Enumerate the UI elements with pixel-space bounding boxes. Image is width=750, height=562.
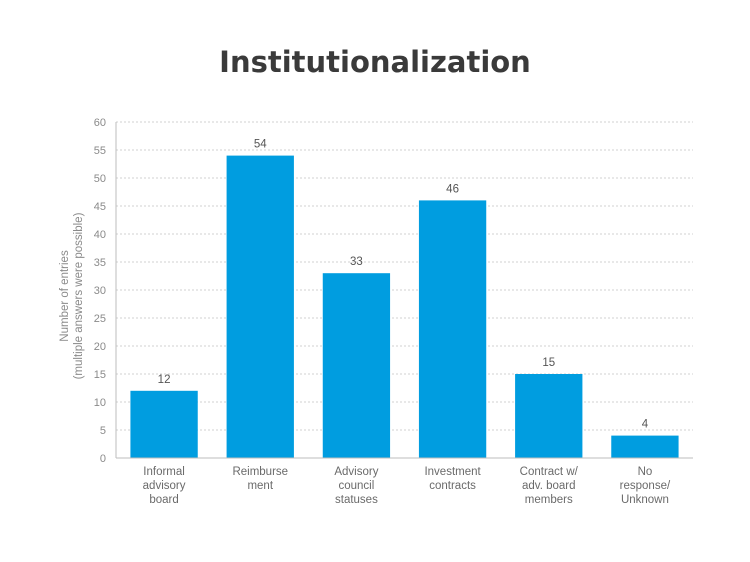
x-category-label: statuses [335, 494, 378, 506]
data-label: 15 [542, 357, 555, 369]
x-category-label: Investment [424, 466, 481, 478]
data-label: 54 [254, 139, 267, 151]
y-axis-label-line-1: Number of entries [59, 250, 71, 342]
y-tick-label: 40 [94, 229, 106, 241]
bar [322, 273, 391, 458]
x-category-label: ment [247, 480, 273, 492]
bar [515, 374, 583, 458]
x-category-label: advisory [143, 480, 186, 492]
y-tick-label: 0 [100, 453, 106, 465]
x-category-label: Reimburse [232, 466, 288, 478]
y-tick-label: 30 [94, 285, 106, 297]
y-tick-label: 5 [100, 425, 106, 437]
bar [130, 390, 198, 458]
x-category-label: board [149, 494, 178, 506]
y-tick-label: 35 [94, 257, 106, 269]
y-axis-ticks: 0 5 10 15 20 25 30 35 40 45 50 55 60 [94, 117, 106, 465]
bar [226, 155, 294, 458]
x-category-label: Contract w/ [520, 466, 579, 478]
y-tick-label: 15 [94, 369, 106, 381]
x-axis-categories: Informal advisory board Reimburse ment Adviso… [143, 466, 671, 506]
x-category-label: Informal [143, 466, 185, 478]
x-category-label: No [638, 466, 653, 478]
bar [611, 435, 679, 458]
x-category-label: council [339, 480, 375, 492]
y-tick-label: 55 [94, 145, 106, 157]
gridlines [116, 121, 693, 431]
y-tick-label: 10 [94, 397, 106, 409]
x-category-label: members [525, 494, 573, 506]
y-tick-label: 50 [94, 173, 106, 185]
y-tick-label: 20 [94, 341, 106, 353]
x-category-label: contracts [429, 480, 476, 492]
y-tick-label: 60 [94, 117, 106, 129]
bar [418, 200, 487, 458]
y-axis-label-line-2: (multiple answers were possible) [73, 212, 85, 379]
data-label: 33 [350, 256, 363, 268]
data-labels: 12 54 33 46 15 4 [158, 139, 649, 431]
data-label: 46 [446, 183, 459, 195]
data-label: 4 [642, 419, 649, 431]
data-label: 12 [158, 374, 171, 386]
bars [130, 155, 679, 458]
x-category-label: response/ [620, 480, 671, 492]
x-category-label: Advisory [334, 466, 378, 478]
y-tick-label: 25 [94, 313, 106, 325]
y-tick-label: 45 [94, 201, 106, 213]
x-category-label: Unknown [621, 494, 669, 506]
chart-title: Institutionalization [219, 45, 531, 79]
x-category-label: adv. board [522, 480, 576, 492]
